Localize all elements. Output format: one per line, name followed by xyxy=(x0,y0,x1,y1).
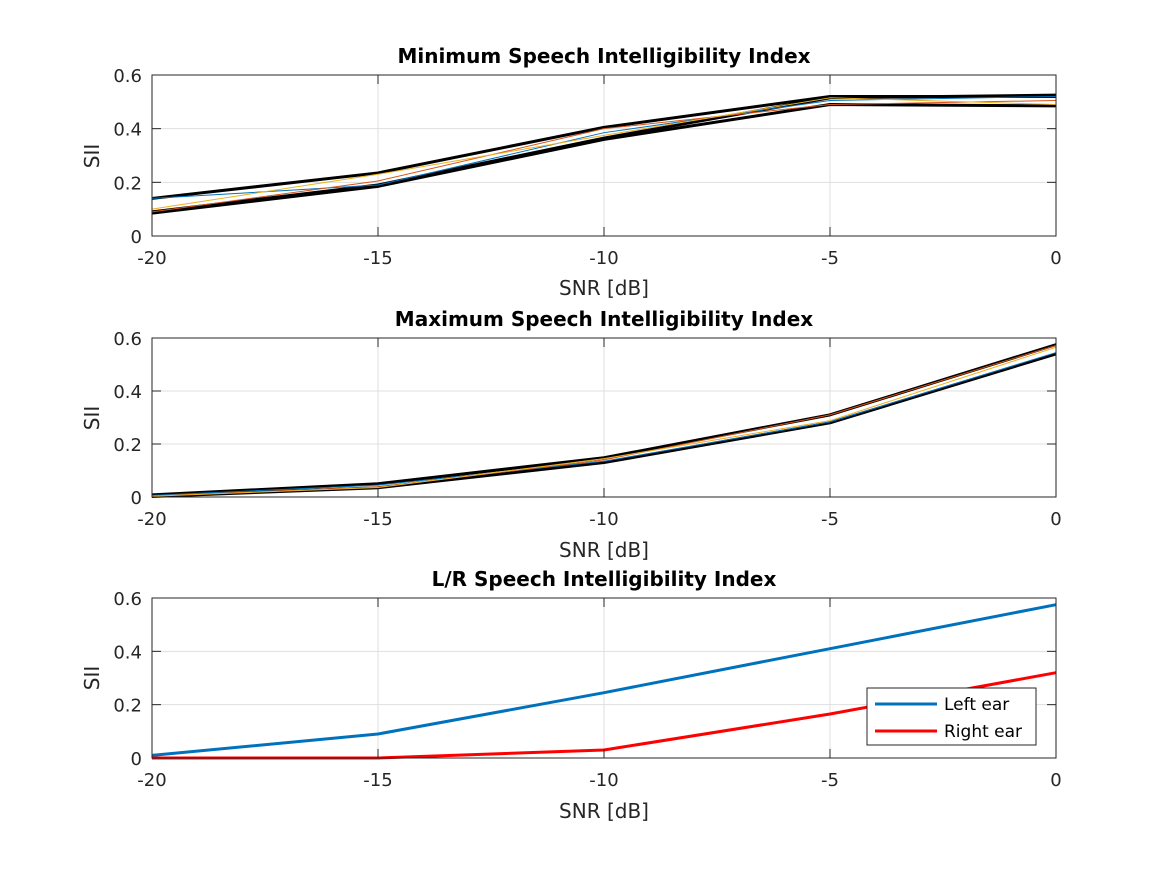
x-tick-label: -15 xyxy=(363,770,392,791)
y-axis-label: SII xyxy=(80,406,104,431)
x-tick-label: -20 xyxy=(137,248,166,269)
y-tick-label: 0.2 xyxy=(113,173,142,194)
x-tick-label: -10 xyxy=(589,509,618,530)
series-line-yellow xyxy=(151,346,1057,497)
x-tick-label: 0 xyxy=(1050,770,1061,791)
axes-maximum-sii: Maximum Speech Intelligibility Index SNR… xyxy=(80,307,1062,562)
x-tick-label: -5 xyxy=(821,770,839,791)
y-tick-label: 0.2 xyxy=(113,435,142,456)
legend-box xyxy=(866,687,1037,746)
y-tick-label: 0 xyxy=(131,749,142,770)
series-group xyxy=(151,343,1057,498)
x-tick-label: -5 xyxy=(821,248,839,269)
axes-lr-sii: L/R Speech Intelligibility Index SNR [dB… xyxy=(80,567,1062,823)
x-tick-label: 0 xyxy=(1050,509,1061,530)
x-tick-label: 0 xyxy=(1050,248,1061,269)
x-tick-label: -20 xyxy=(137,509,166,530)
y-tick-label: 0.2 xyxy=(113,696,142,717)
x-tick-label: -10 xyxy=(589,770,618,791)
legend: Left ear Right ear xyxy=(866,687,1037,746)
axes-minimum-sii: Minimum Speech Intelligibility Index SNR… xyxy=(80,44,1062,300)
series-line-left-ear xyxy=(151,603,1057,757)
y-tick-label: 0 xyxy=(131,488,142,509)
x-tick-label: -15 xyxy=(363,248,392,269)
y-tick-label: 0.6 xyxy=(113,329,142,350)
x-axis-label: SNR [dB] xyxy=(559,538,649,562)
chart-title: Minimum Speech Intelligibility Index xyxy=(397,44,810,68)
y-axis-label: SII xyxy=(80,144,104,169)
x-tick-label: -15 xyxy=(363,509,392,530)
x-tick-label: -20 xyxy=(137,770,166,791)
y-tick-label: 0.4 xyxy=(113,120,142,141)
y-tick-label: 0.6 xyxy=(113,589,142,610)
legend-label: Right ear xyxy=(944,722,1022,742)
y-tick-label: 0 xyxy=(131,227,142,248)
y-tick-label: 0.4 xyxy=(113,382,142,403)
series-line-orange xyxy=(151,99,1057,213)
x-axis-label: SNR [dB] xyxy=(559,799,649,823)
series-line-black-mid xyxy=(151,93,1057,214)
series-line-blue xyxy=(151,95,1057,199)
series-group xyxy=(151,93,1057,215)
legend-label: Left ear xyxy=(944,695,1009,715)
chart-title: L/R Speech Intelligibility Index xyxy=(432,567,777,591)
y-axis-label: SII xyxy=(80,666,104,691)
x-tick-label: -10 xyxy=(589,248,618,269)
x-tick-label: -5 xyxy=(821,509,839,530)
y-tick-label: 0.4 xyxy=(113,642,142,663)
x-axis-label: SNR [dB] xyxy=(559,276,649,300)
series-line-blue xyxy=(151,352,1057,496)
chart-title: Maximum Speech Intelligibility Index xyxy=(395,307,813,331)
y-tick-label: 0.6 xyxy=(113,66,142,87)
series-line-yellow xyxy=(151,97,1057,210)
